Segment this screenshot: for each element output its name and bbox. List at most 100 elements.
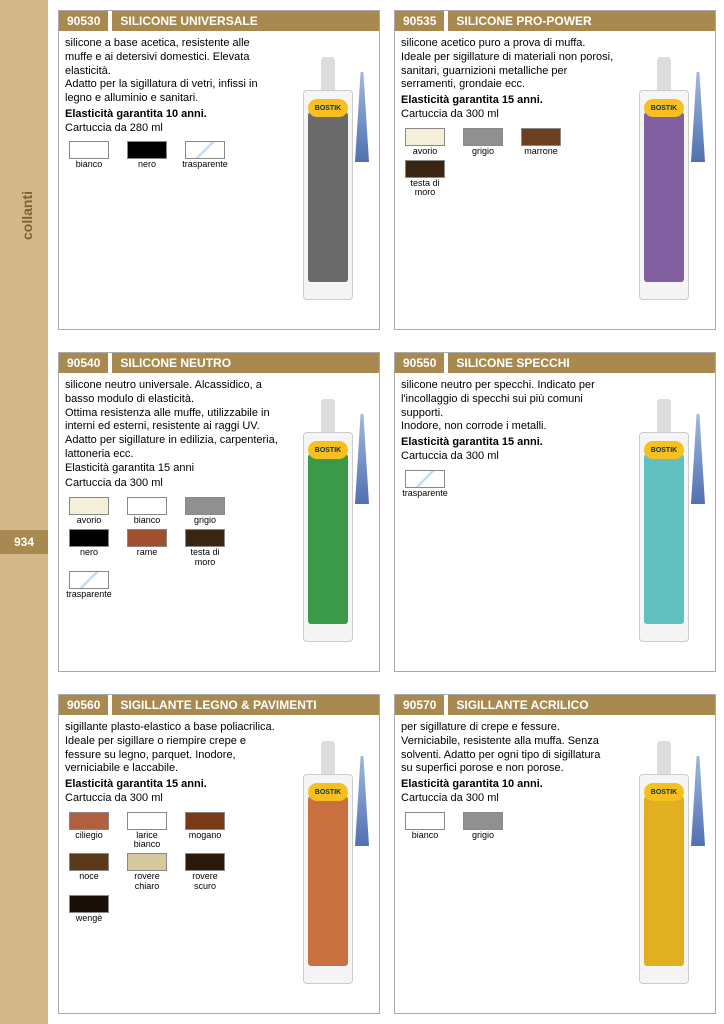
swatch-box	[185, 497, 225, 515]
color-swatch: bianco	[65, 141, 113, 169]
product-size: Cartuccia da 300 ml	[65, 477, 279, 491]
swatch-box	[69, 497, 109, 515]
swatch-box	[69, 853, 109, 871]
sidebar: collanti 934	[0, 0, 48, 1024]
product-card: 90570SIGILLANTE ACRILICO per sigillature …	[394, 694, 716, 1014]
product-code: 90570	[395, 695, 444, 715]
swatch-box	[185, 812, 225, 830]
product-title: SILICONE PRO-POWER	[448, 11, 715, 31]
swatch-box	[127, 497, 167, 515]
swatch-label: trasparente	[402, 489, 448, 498]
swatch-box	[185, 529, 225, 547]
color-swatch: larice bianco	[123, 812, 171, 850]
color-swatch: rame	[123, 529, 171, 567]
swatch-label: grigio	[472, 831, 494, 840]
product-title: SILICONE SPECCHI	[448, 353, 715, 373]
swatch-box	[69, 812, 109, 830]
category-label: collanti	[19, 191, 35, 240]
swatch-box	[69, 895, 109, 913]
swatch-label: bianco	[412, 831, 439, 840]
product-image: BOSTIK	[293, 741, 363, 1001]
product-code: 90540	[59, 353, 108, 373]
product-description: silicone neutro per specchi. Indicato pe…	[401, 379, 615, 434]
swatch-box	[69, 571, 109, 589]
product-size: Cartuccia da 300 ml	[401, 792, 615, 806]
swatch-label: trasparente	[66, 590, 112, 599]
swatch-label: testa di moro	[181, 548, 229, 567]
swatch-label: bianco	[76, 160, 103, 169]
color-swatch: testa di moro	[401, 160, 449, 198]
swatch-label: marrone	[524, 147, 558, 156]
swatch-box	[185, 853, 225, 871]
swatch-box	[69, 141, 109, 159]
swatch-label: noce	[79, 872, 99, 881]
swatch-label: nero	[80, 548, 98, 557]
color-swatches: bianco grigio	[401, 812, 615, 840]
swatch-label: rovere scuro	[181, 872, 229, 891]
color-swatch: wengè	[65, 895, 113, 923]
product-description: silicone neutro universale. Alcassidico,…	[65, 379, 279, 475]
product-description: silicone acetico puro a prova di muffa. …	[401, 37, 615, 92]
color-swatch: nero	[123, 141, 171, 169]
product-image: BOSTIK	[629, 741, 699, 1001]
color-swatch: ciliegio	[65, 812, 113, 850]
swatch-label: testa di moro	[401, 179, 449, 198]
color-swatch: rovere scuro	[181, 853, 229, 891]
product-description: per sigillature di crepe e fessure. Vern…	[401, 721, 615, 776]
color-swatch: nero	[65, 529, 113, 567]
color-swatches: ciliegio larice bianco mogano noce rovere ch…	[65, 812, 279, 924]
color-swatch: avorio	[65, 497, 113, 525]
swatch-label: grigio	[472, 147, 494, 156]
product-guarantee: Elasticità garantita 15 anni.	[65, 778, 279, 792]
product-title: SIGILLANTE LEGNO & PAVIMENTI	[112, 695, 379, 715]
swatch-box	[405, 160, 445, 178]
swatch-box	[127, 812, 167, 830]
color-swatches: avorio grigio marrone testa di moro	[401, 128, 615, 198]
swatch-box	[127, 141, 167, 159]
swatch-label: rame	[137, 548, 158, 557]
product-title: SIGILLANTE ACRILICO	[448, 695, 715, 715]
swatch-label: bianco	[134, 516, 161, 525]
swatch-box	[69, 529, 109, 547]
product-card: 90540SILICONE NEUTRO silicone neutro univ…	[58, 352, 380, 672]
swatch-box	[521, 128, 561, 146]
product-title: SILICONE UNIVERSALE	[112, 11, 379, 31]
product-card: 90535SILICONE PRO-POWERsilicone acetico …	[394, 10, 716, 330]
product-guarantee: Elasticità garantita 10 anni.	[65, 108, 279, 122]
swatch-label: trasparente	[182, 160, 228, 169]
product-size: Cartuccia da 300 ml	[401, 108, 615, 122]
swatch-label: grigio	[194, 516, 216, 525]
color-swatch: bianco	[123, 497, 171, 525]
swatch-box	[127, 853, 167, 871]
color-swatch: avorio	[401, 128, 449, 156]
product-size: Cartuccia da 300 ml	[401, 450, 615, 464]
color-swatch: trasparente	[181, 141, 229, 169]
swatch-box	[405, 812, 445, 830]
product-code: 90550	[395, 353, 444, 373]
product-guarantee: Elasticità garantita 15 anni.	[401, 436, 615, 450]
product-image: BOSTIK	[293, 399, 363, 659]
swatch-box	[405, 470, 445, 488]
swatch-box	[463, 812, 503, 830]
product-description: silicone a base acetica, resistente alle…	[65, 37, 279, 106]
swatch-label: nero	[138, 160, 156, 169]
product-code: 90530	[59, 11, 108, 31]
product-guarantee: Elasticità garantita 10 anni.	[401, 778, 615, 792]
swatch-box	[463, 128, 503, 146]
color-swatch: mogano	[181, 812, 229, 850]
color-swatch: noce	[65, 853, 113, 891]
product-description: sigillante plasto-elastico a base poliac…	[65, 721, 279, 776]
color-swatch: grigio	[181, 497, 229, 525]
product-image: BOSTIK	[629, 57, 699, 317]
swatch-label: avorio	[77, 516, 102, 525]
product-card: 90560SIGILLANTE LEGNO & PAVIMENTIsigilla…	[58, 694, 380, 1014]
color-swatches: bianco nero trasparente	[65, 141, 279, 169]
color-swatch: rovere chiaro	[123, 853, 171, 891]
swatch-box	[127, 529, 167, 547]
color-swatches: avorio bianco grigio nero rame testa di moro t…	[65, 497, 279, 600]
color-swatch: marrone	[517, 128, 565, 156]
product-size: Cartuccia da 280 ml	[65, 122, 279, 136]
color-swatch: bianco	[401, 812, 449, 840]
product-title: SILICONE NEUTRO	[112, 353, 379, 373]
product-image: BOSTIK	[629, 399, 699, 659]
